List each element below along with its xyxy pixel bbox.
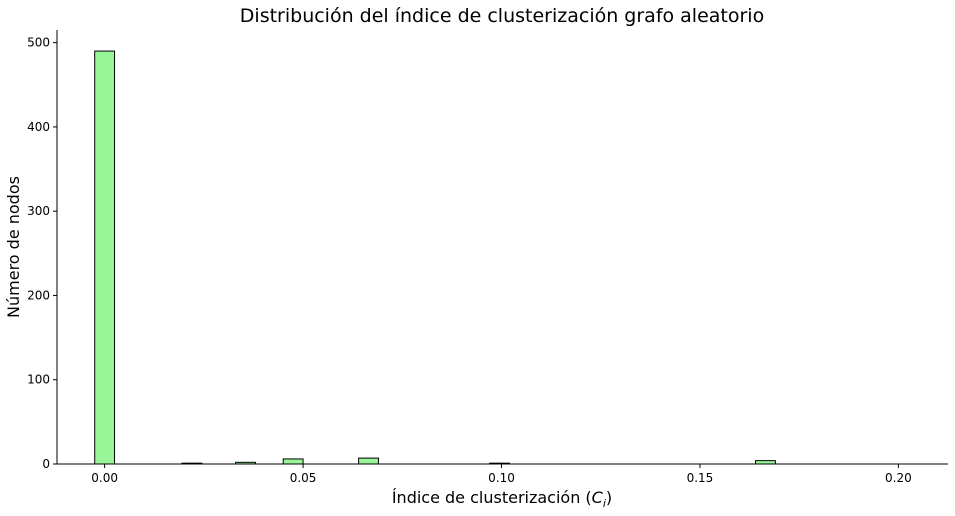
x-ticks-group: 0.00 0.05 0.10 0.15 0.20 xyxy=(91,464,912,485)
histogram-bar xyxy=(755,460,776,465)
x-tick-label: 0.10 xyxy=(488,471,515,485)
histogram-bar xyxy=(94,50,116,465)
y-tick-label: 100 xyxy=(27,373,50,387)
bars-group xyxy=(94,50,776,465)
x-axis-title-symbol: C xyxy=(592,488,604,507)
x-axis-title-main: Índice de clusterización ( xyxy=(392,488,592,507)
chart-title: Distribución del índice de clusterizació… xyxy=(240,5,764,27)
y-tick-label: 300 xyxy=(27,204,50,218)
y-tick-label: 200 xyxy=(27,288,50,302)
x-tick-label: 0.00 xyxy=(91,471,118,485)
y-axis-title: Número de nodos xyxy=(4,176,23,318)
x-axis-title-subscript: i xyxy=(603,497,606,510)
histogram-bar xyxy=(358,457,379,465)
x-tick-label: 0.20 xyxy=(885,471,912,485)
y-tick-label: 400 xyxy=(27,120,50,134)
x-tick-label: 0.15 xyxy=(687,471,714,485)
y-ticks-group: 0 100 200 300 400 500 xyxy=(27,36,57,471)
histogram-bar xyxy=(282,458,304,465)
x-axis-title: Índice de clusterización (Ci) xyxy=(392,488,612,510)
y-tick-label: 0 xyxy=(42,457,50,471)
y-tick-label: 500 xyxy=(27,36,50,50)
x-axis-title-end: ) xyxy=(606,488,612,507)
x-tick-label: 0.05 xyxy=(290,471,317,485)
